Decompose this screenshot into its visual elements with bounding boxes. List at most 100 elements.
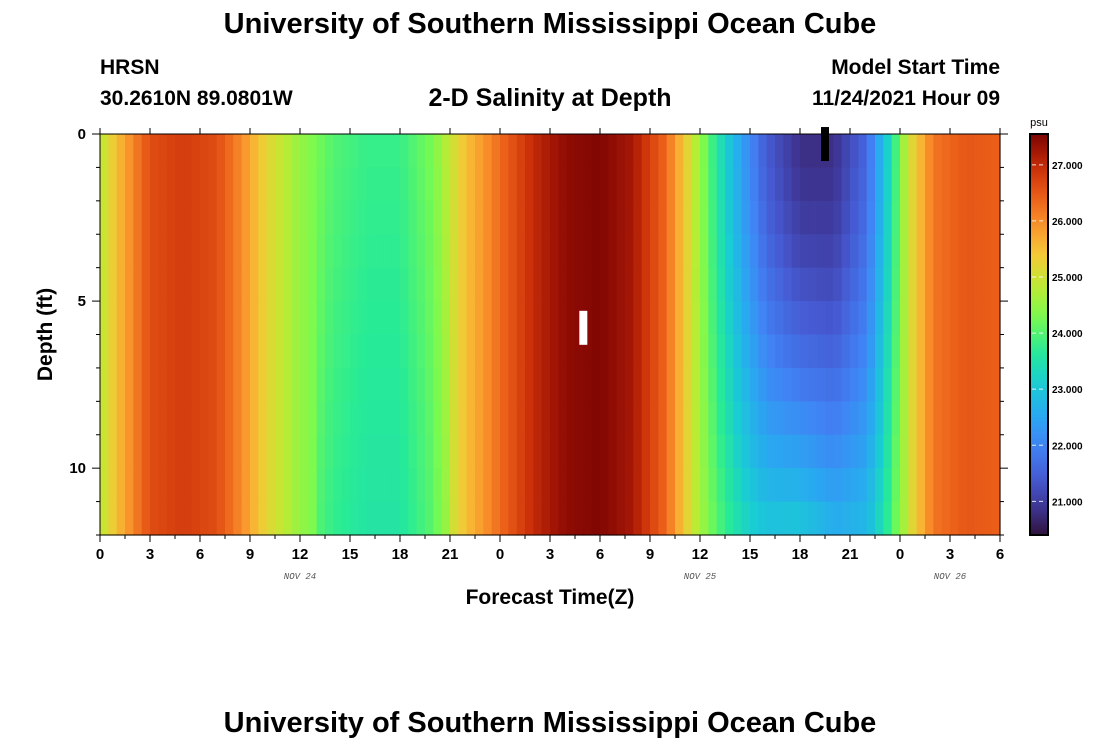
x-tick-label: 15: [342, 546, 359, 563]
heatmap-cell: [433, 468, 443, 503]
heatmap-cell: [200, 468, 209, 503]
heatmap-cell: [941, 367, 951, 402]
heatmap-cell: [958, 234, 968, 269]
heatmap-cell: [516, 367, 526, 402]
heatmap-cell: [291, 267, 301, 302]
heatmap-cell: [700, 367, 709, 402]
heatmap-cell: [175, 267, 184, 302]
heatmap-cell: [158, 134, 168, 169]
heatmap-cell: [158, 434, 168, 469]
heatmap-cell: [266, 334, 276, 369]
heatmap-cell: [550, 301, 559, 336]
heatmap-cell: [525, 367, 534, 402]
heatmap-cell: [891, 434, 901, 469]
heatmap-cell: [541, 200, 551, 235]
heatmap-cell: [425, 434, 434, 469]
heatmap-cell: [358, 267, 368, 302]
heatmap-cell: [608, 468, 618, 503]
heatmap-cell: [141, 434, 151, 469]
heatmap-cell: [475, 367, 484, 402]
heatmap-cell: [600, 200, 609, 235]
heatmap-cell: [166, 301, 176, 336]
heatmap-cell: [666, 234, 676, 269]
heatmap-cell: [266, 367, 276, 402]
heatmap-cell: [666, 468, 676, 503]
heatmap-cell: [566, 401, 576, 436]
heatmap-cell: [566, 267, 576, 302]
heatmap-cell: [141, 401, 151, 436]
heatmap-cell: [683, 167, 693, 202]
heatmap-cell: [650, 401, 659, 436]
heatmap-cell: [833, 434, 843, 469]
date-label: NOV 26: [934, 572, 967, 582]
heatmap-cell: [116, 501, 126, 536]
heatmap-cell: [691, 334, 701, 369]
heatmap-cell: [475, 401, 484, 436]
heatmap-cell: [766, 501, 776, 536]
heatmap-cell: [158, 167, 168, 202]
heatmap-cell: [616, 234, 626, 269]
heatmap-cell: [741, 234, 751, 269]
heatmap-cell: [125, 167, 134, 202]
heatmap-cell: [450, 134, 459, 169]
heatmap-cell: [241, 267, 251, 302]
heatmap-cell: [341, 234, 351, 269]
heatmap-cell: [808, 167, 818, 202]
heatmap-cell: [400, 167, 409, 202]
heatmap-cell: [591, 434, 601, 469]
heatmap-cell: [658, 301, 668, 336]
heatmap-cell: [341, 434, 351, 469]
heatmap-cell: [208, 134, 218, 169]
heatmap-cell: [841, 134, 851, 169]
heatmap-cell: [458, 334, 468, 369]
heatmap-cell: [950, 367, 959, 402]
heatmap-cell: [716, 167, 726, 202]
heatmap-cell: [558, 367, 568, 402]
heatmap-cell: [725, 434, 734, 469]
heatmap-cell: [183, 434, 193, 469]
heatmap-cell: [891, 234, 901, 269]
heatmap-cell: [875, 468, 884, 503]
heatmap-cell: [966, 401, 976, 436]
heatmap-cell: [600, 301, 609, 336]
heatmap-cell: [200, 401, 209, 436]
heatmap-cell: [833, 501, 843, 536]
heatmap-cell: [900, 200, 909, 235]
heatmap-cell: [100, 134, 109, 169]
heatmap-cell: [533, 334, 543, 369]
heatmap-cell: [866, 367, 876, 402]
heatmap-cell: [250, 267, 259, 302]
heatmap-cell: [925, 267, 934, 302]
heatmap-cell: [850, 167, 859, 202]
heatmap-cell: [108, 468, 118, 503]
heatmap-cell: [241, 301, 251, 336]
heatmap-cell: [916, 434, 926, 469]
heatmap-cell: [691, 167, 701, 202]
heatmap-cell: [300, 401, 309, 436]
heatmap-cell: [666, 401, 676, 436]
heatmap-cell: [675, 167, 684, 202]
heatmap-cell: [325, 301, 334, 336]
model-start-label: Model Start Time: [831, 56, 1000, 79]
heatmap-cell: [625, 334, 634, 369]
heatmap-cell: [183, 200, 193, 235]
heatmap-cell: [466, 200, 476, 235]
heatmap-cell: [516, 200, 526, 235]
heatmap-cell: [658, 134, 668, 169]
heatmap-cell: [933, 434, 943, 469]
heatmap-cell: [191, 367, 201, 402]
heatmap-cell: [550, 367, 559, 402]
heatmap-cell: [250, 234, 259, 269]
heatmap-cell: [233, 468, 243, 503]
heatmap-cell: [350, 468, 359, 503]
heatmap-cell: [133, 334, 143, 369]
heatmap-cell: [291, 468, 301, 503]
heatmap-cell: [408, 301, 418, 336]
heatmap-cell: [158, 501, 168, 536]
heatmap-cell: [891, 334, 901, 369]
heatmap-cell: [291, 301, 301, 336]
heatmap-cell: [691, 267, 701, 302]
heatmap-cell: [175, 501, 184, 536]
heatmap-cell: [875, 334, 884, 369]
heatmap-cell: [416, 200, 426, 235]
